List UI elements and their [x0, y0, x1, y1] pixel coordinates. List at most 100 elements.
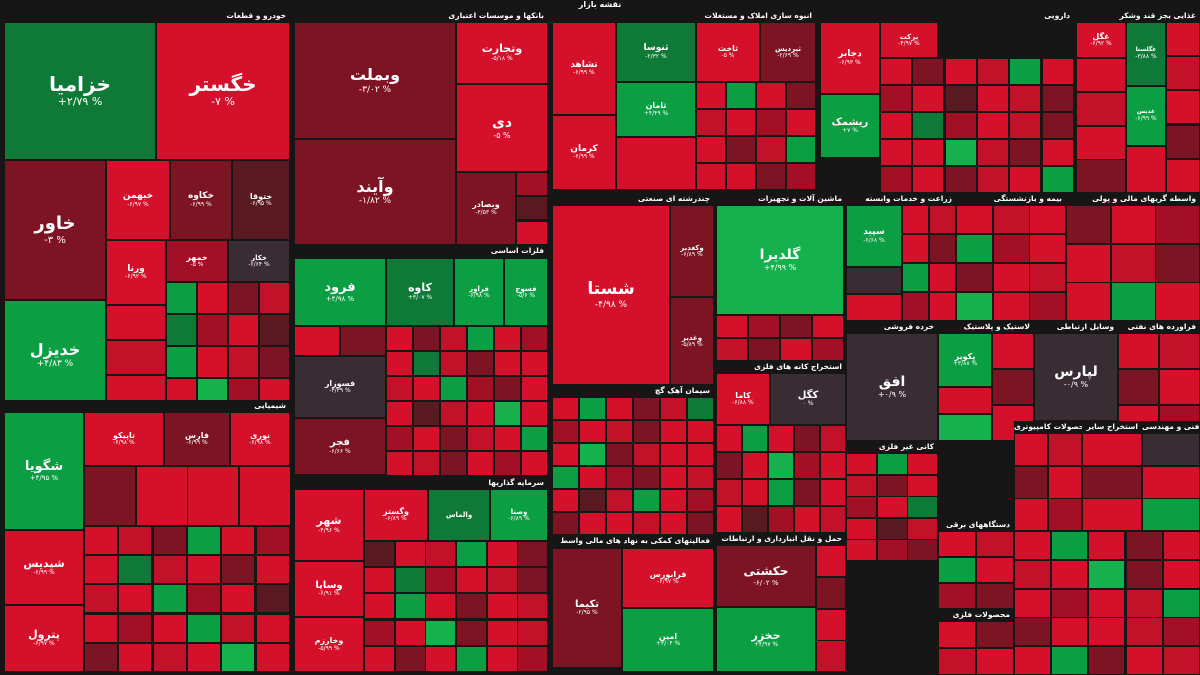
stock-tile-small[interactable]: [1163, 589, 1200, 618]
stock-tile-small[interactable]: [239, 466, 291, 526]
stock-tile-khazamia[interactable]: خزامیا +۲/۷۹ %: [4, 22, 156, 160]
stock-tile-small[interactable]: [1163, 560, 1200, 589]
stock-tile-teshahd[interactable]: تشاهد -۶/۹۹ %: [552, 22, 616, 115]
stock-tile-small[interactable]: [880, 166, 912, 193]
stock-tile-lapars[interactable]: لپارس -۰/۹ %: [1034, 333, 1118, 421]
stock-tile-small[interactable]: [197, 314, 228, 346]
stock-tile-small[interactable]: [579, 512, 606, 535]
stock-tile-small[interactable]: [259, 346, 290, 378]
stock-tile-kaveh2[interactable]: کاما -۶/۸۸ %: [716, 373, 770, 425]
stock-tile-small[interactable]: [487, 620, 518, 646]
stock-tile-small[interactable]: [1042, 166, 1074, 193]
stock-tile-faraboors[interactable]: فرابورس -۶/۹۷ %: [622, 548, 714, 608]
stock-tile-hekashti[interactable]: حکشتی -۶/۰۲ %: [716, 545, 816, 607]
stock-tile-small[interactable]: [467, 401, 494, 426]
stock-tile-small[interactable]: [1159, 369, 1200, 405]
stock-tile-small[interactable]: [794, 452, 820, 479]
stock-tile-small[interactable]: [938, 387, 992, 414]
stock-tile-small[interactable]: [1029, 234, 1066, 263]
stock-tile-small[interactable]: [812, 315, 844, 338]
stock-tile-ghedis[interactable]: غدیس -۶/۹۹ %: [1126, 86, 1166, 146]
stock-tile-small[interactable]: [187, 526, 221, 555]
stock-tile-small[interactable]: [816, 545, 846, 577]
stock-tile-saakht[interactable]: ثاخت -۵ %: [696, 22, 760, 82]
stock-tile-small[interactable]: [494, 426, 521, 451]
stock-tile-small[interactable]: [660, 512, 687, 535]
stock-tile-small[interactable]: [696, 82, 726, 109]
stock-tile-vernaa[interactable]: ورنا -۶/۹۲ %: [106, 240, 166, 305]
stock-tile-small[interactable]: [687, 466, 714, 489]
stock-tile-small[interactable]: [606, 420, 633, 443]
stock-tile-small[interactable]: [938, 557, 976, 583]
stock-tile-small[interactable]: [786, 109, 816, 136]
stock-tile-small[interactable]: [166, 314, 197, 346]
stock-tile-small[interactable]: [256, 526, 290, 555]
stock-tile-small[interactable]: [786, 82, 816, 109]
stock-tile-small[interactable]: [579, 489, 606, 512]
stock-tile-small[interactable]: [517, 646, 548, 672]
stock-tile-small[interactable]: [517, 593, 548, 619]
stock-tile-small[interactable]: [945, 58, 977, 85]
stock-tile-small[interactable]: [153, 643, 187, 672]
stock-tile-kerman[interactable]: کرمان -۶/۹۹ %: [552, 115, 616, 190]
stock-tile-rishmak[interactable]: ریشمک +۷ %: [820, 94, 880, 158]
stock-tile-small[interactable]: [440, 426, 467, 451]
stock-tile-fars[interactable]: فارس -۶/۹۹ %: [164, 412, 230, 466]
stock-tile-small[interactable]: [106, 340, 166, 375]
stock-tile-small[interactable]: [118, 643, 152, 672]
stock-tile-small[interactable]: [1066, 282, 1111, 321]
stock-tile-small[interactable]: [902, 205, 929, 234]
stock-tile-small[interactable]: [606, 466, 633, 489]
stock-tile-small[interactable]: [166, 282, 197, 314]
stock-tile-small[interactable]: [907, 475, 938, 497]
stock-tile-small[interactable]: [1009, 112, 1041, 139]
stock-tile-small[interactable]: [768, 425, 794, 452]
stock-tile-small[interactable]: [1042, 139, 1074, 166]
stock-tile-small[interactable]: [938, 583, 976, 609]
stock-tile-small[interactable]: [1009, 85, 1041, 112]
stock-tile-shasta[interactable]: شستا -۴/۹۸ %: [552, 205, 670, 385]
stock-tile-small[interactable]: [794, 479, 820, 506]
stock-tile-small[interactable]: [977, 85, 1009, 112]
stock-tile-small[interactable]: [687, 512, 714, 535]
stock-tile-small[interactable]: [929, 263, 956, 292]
stock-tile-small[interactable]: [1155, 205, 1200, 244]
stock-tile-small[interactable]: [166, 346, 197, 378]
stock-tile-small[interactable]: [1111, 205, 1156, 244]
stock-tile-small[interactable]: [1042, 85, 1074, 112]
stock-tile-small[interactable]: [1009, 166, 1041, 193]
stock-tile-small[interactable]: [1166, 90, 1200, 124]
stock-tile-small[interactable]: [912, 58, 944, 85]
stock-tile-small[interactable]: [742, 452, 768, 479]
stock-tile-small[interactable]: [1082, 498, 1142, 531]
stock-tile-small[interactable]: [386, 326, 413, 351]
stock-tile-small[interactable]: [912, 112, 944, 139]
stock-tile-small[interactable]: [956, 263, 993, 292]
stock-tile-amin[interactable]: امین +۳/۰۴ %: [622, 608, 714, 672]
stock-tile-small[interactable]: [386, 351, 413, 376]
stock-tile-small[interactable]: [153, 555, 187, 584]
stock-tile-small[interactable]: [467, 326, 494, 351]
stock-tile-small[interactable]: [902, 234, 929, 263]
stock-tile-sepid[interactable]: سپید -۶/۶۸ %: [846, 205, 902, 267]
stock-tile-small[interactable]: [294, 326, 340, 356]
stock-tile-small[interactable]: [846, 539, 877, 561]
stock-tile-small[interactable]: [756, 136, 786, 163]
stock-tile-small[interactable]: [221, 584, 255, 613]
stock-tile-small[interactable]: [221, 526, 255, 555]
stock-tile-small[interactable]: [494, 451, 521, 476]
stock-tile-small[interactable]: [1076, 126, 1126, 160]
stock-tile-noori[interactable]: نوری -۶/۹۸ %: [230, 412, 290, 466]
stock-tile-small[interactable]: [1126, 146, 1166, 193]
stock-tile-small[interactable]: [467, 451, 494, 476]
stock-tile-small[interactable]: [716, 479, 742, 506]
stock-tile-small[interactable]: [552, 466, 579, 489]
stock-tile-valmaas[interactable]: والماس: [428, 489, 490, 541]
stock-tile-small[interactable]: [456, 567, 487, 593]
stock-tile-small[interactable]: [1051, 646, 1088, 675]
stock-tile-small[interactable]: [1126, 617, 1163, 646]
stock-tile-small[interactable]: [84, 584, 118, 613]
stock-tile-small[interactable]: [1126, 560, 1163, 589]
stock-tile-small[interactable]: [456, 646, 487, 672]
stock-tile-small[interactable]: [256, 614, 290, 643]
